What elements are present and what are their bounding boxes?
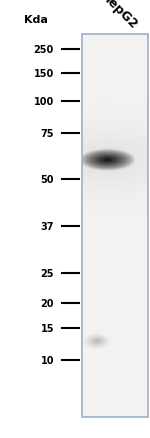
Text: 100: 100 xyxy=(34,97,54,106)
Text: 25: 25 xyxy=(40,269,54,279)
Bar xyxy=(82,35,148,417)
Text: 10: 10 xyxy=(40,355,54,365)
Text: 75: 75 xyxy=(40,129,54,138)
Text: HepG2: HepG2 xyxy=(98,0,140,32)
Text: 20: 20 xyxy=(40,298,54,308)
Text: 37: 37 xyxy=(40,222,54,232)
Text: 50: 50 xyxy=(40,175,54,184)
Text: 150: 150 xyxy=(34,69,54,78)
Text: 250: 250 xyxy=(34,46,54,55)
Text: 15: 15 xyxy=(40,324,54,333)
Text: Kda: Kda xyxy=(24,15,48,25)
